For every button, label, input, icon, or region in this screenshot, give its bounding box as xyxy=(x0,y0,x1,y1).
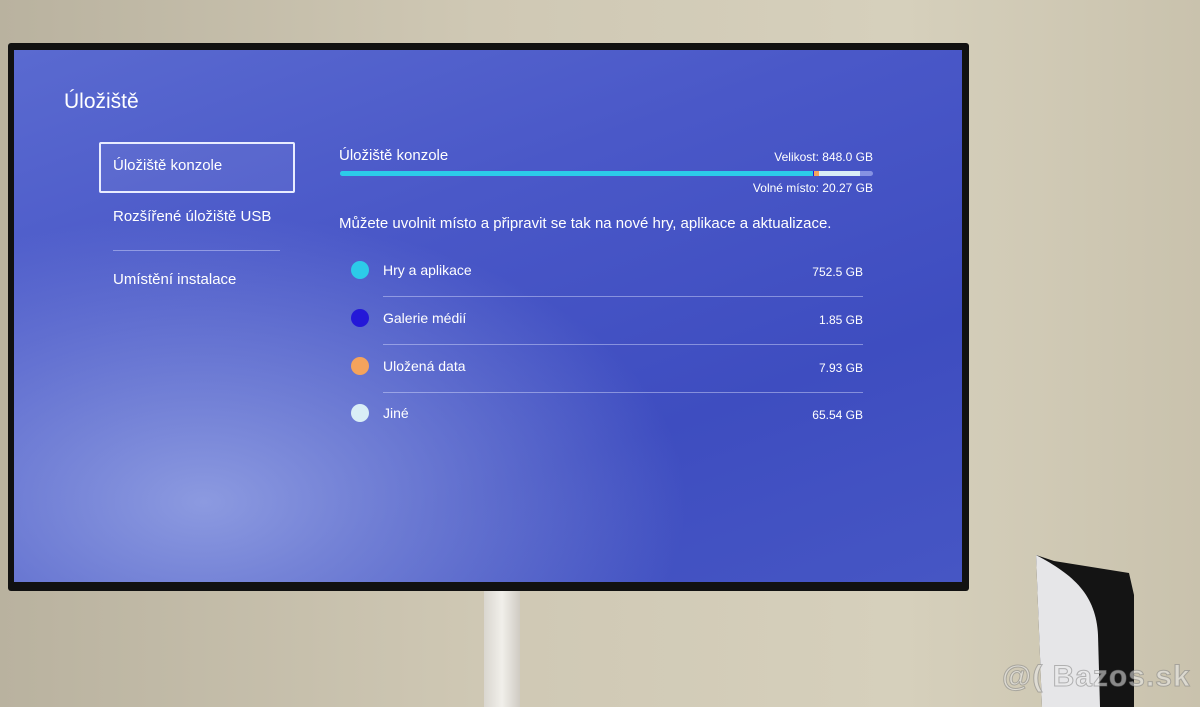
storage-usage-bar xyxy=(340,171,873,176)
category-label[interactable]: Galerie médií xyxy=(383,310,467,326)
sidebar-divider xyxy=(113,250,280,251)
category-size: 65.54 GB xyxy=(812,408,863,422)
usage-bar-segment xyxy=(340,171,813,176)
total-size: Velikost: 848.0 GB xyxy=(774,150,873,164)
ps5-console xyxy=(1036,555,1134,707)
category-size: 1.85 GB xyxy=(818,313,863,327)
category-color-dot xyxy=(351,261,369,279)
category-color-dot xyxy=(351,357,369,375)
category-label[interactable]: Jiné xyxy=(383,405,409,421)
usage-bar-segment xyxy=(812,171,815,176)
category-label[interactable]: Uložená data xyxy=(383,358,466,374)
storage-header: Úložiště konzole xyxy=(339,147,449,164)
row-divider xyxy=(383,344,863,345)
category-color-dot xyxy=(351,404,369,422)
watermark-text: @( Bazos.sk xyxy=(1002,660,1191,694)
watermark: @( Bazos.sk xyxy=(1002,660,1191,694)
category-color-dot xyxy=(351,309,369,327)
description: Můžete uvolnit místo a připravit se tak … xyxy=(339,215,832,232)
tv-stand xyxy=(484,588,520,707)
sidebar-item-usb-storage[interactable]: Rozšířené úložiště USB xyxy=(113,208,272,225)
category-size: 752.5 GB xyxy=(812,265,863,279)
sidebar-item-install-location[interactable]: Umístění instalace xyxy=(113,271,237,288)
storage-screen: Úložiště Úložiště konzole Rozšířené úlož… xyxy=(14,50,962,582)
category-label[interactable]: Hry a aplikace xyxy=(383,262,472,278)
usage-bar-segment xyxy=(819,171,861,176)
sidebar-item-label: Úložiště konzole xyxy=(113,157,223,174)
usage-bar-segment xyxy=(814,171,820,176)
row-divider xyxy=(383,296,863,297)
page-title: Úložiště xyxy=(64,90,139,113)
category-size: 7.93 GB xyxy=(818,361,863,375)
sidebar-item-console-storage[interactable] xyxy=(99,142,295,193)
row-divider xyxy=(383,392,863,393)
free-space: Volné místo: 20.27 GB xyxy=(752,181,873,195)
